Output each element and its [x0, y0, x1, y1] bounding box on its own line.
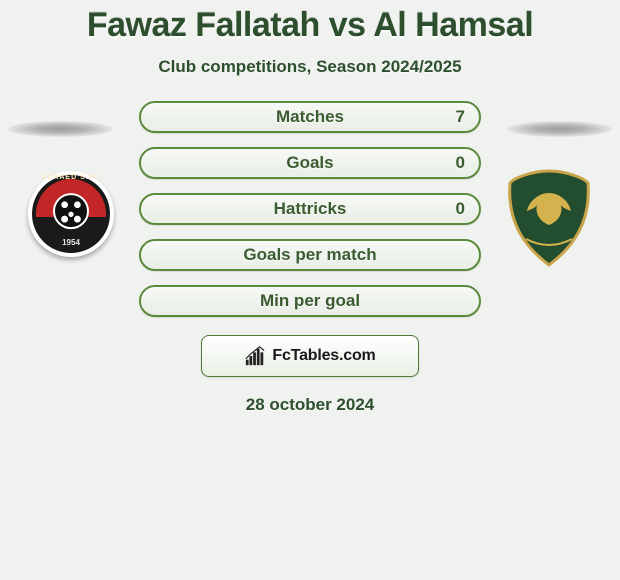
brand-rest: Tables.com: [291, 347, 376, 364]
shield-icon: [506, 169, 592, 267]
stat-label: Goals: [286, 153, 333, 173]
stat-label: Goals per match: [243, 245, 376, 265]
badge-left-arc-text: ALRAED S.FC: [32, 174, 110, 181]
stat-label: Hattricks: [274, 199, 347, 219]
stat-value: 0: [456, 153, 465, 173]
brand-badge[interactable]: FcTables.com: [201, 335, 419, 377]
stat-bars: Matches 7 Goals 0 Hattricks 0 Goals per …: [139, 101, 481, 317]
player-shadow-right: [507, 121, 612, 137]
stat-bar-min-per-goal: Min per goal: [139, 285, 481, 317]
bar-chart-icon: [244, 345, 266, 367]
stat-bar-hattricks: Hattricks 0: [139, 193, 481, 225]
stat-label: Matches: [276, 107, 344, 127]
badge-left-year: 1954: [32, 238, 110, 247]
stat-label: Min per goal: [260, 291, 360, 311]
page-subtitle: Club competitions, Season 2024/2025: [0, 57, 620, 77]
football-icon: [53, 193, 89, 229]
stat-bar-goals: Goals 0: [139, 147, 481, 179]
stat-value: 0: [456, 199, 465, 219]
brand-prefix: Fc: [272, 347, 290, 364]
brand-text: FcTables.com: [272, 347, 375, 365]
stat-value: 7: [456, 107, 465, 127]
date-text: 28 october 2024: [0, 395, 620, 415]
stat-bar-goals-per-match: Goals per match: [139, 239, 481, 271]
comparison-panel: ALRAED S.FC 1954 Matches 7 Goals 0 Hattr…: [0, 101, 620, 415]
stat-bar-matches: Matches 7: [139, 101, 481, 133]
player-shadow-left: [8, 121, 113, 137]
page-title: Fawaz Fallatah vs Al Hamsal: [0, 0, 620, 45]
club-badge-left: ALRAED S.FC 1954: [28, 171, 114, 257]
club-badge-right: [506, 169, 592, 267]
